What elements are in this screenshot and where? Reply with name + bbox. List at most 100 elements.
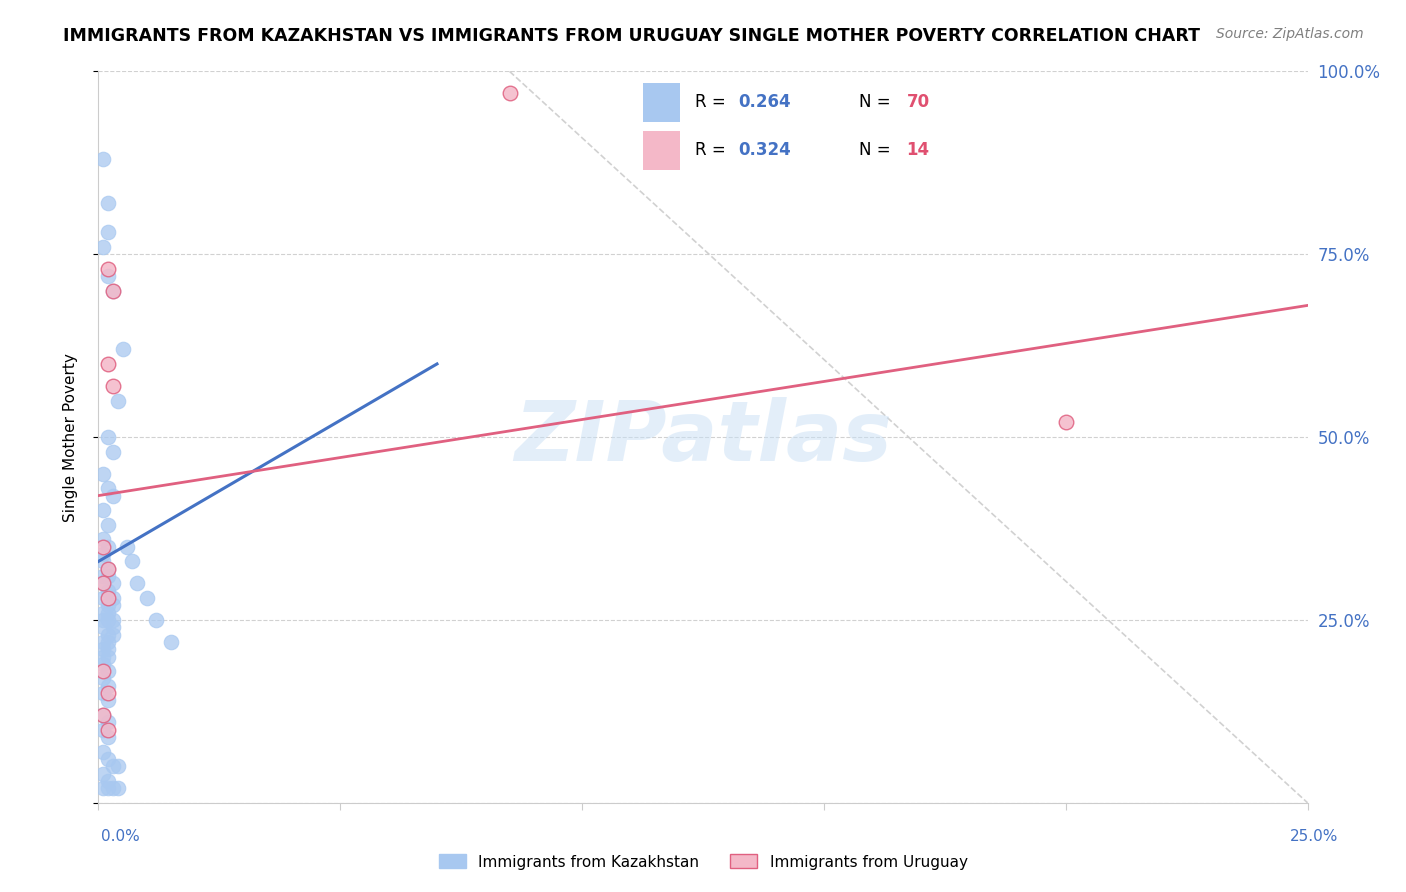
Point — [97, 225, 120, 239]
Point — [97, 562, 120, 576]
Point — [101, 620, 124, 634]
Text: 70: 70 — [907, 94, 929, 112]
Point — [97, 664, 120, 678]
Point — [91, 766, 114, 780]
Point — [91, 606, 114, 620]
Point — [101, 284, 124, 298]
Point — [91, 708, 114, 723]
Point — [111, 343, 134, 357]
Point — [91, 781, 114, 796]
Point — [97, 773, 120, 788]
Point — [97, 723, 120, 737]
Point — [97, 649, 120, 664]
Point — [97, 430, 120, 444]
Point — [97, 583, 120, 598]
Point — [97, 517, 120, 532]
Text: N =: N = — [859, 141, 896, 159]
Point — [101, 781, 124, 796]
Point — [101, 576, 124, 591]
Point — [91, 657, 114, 671]
Point — [91, 642, 114, 657]
Text: ZIPatlas: ZIPatlas — [515, 397, 891, 477]
Point — [498, 87, 520, 101]
FancyBboxPatch shape — [644, 83, 681, 122]
Point — [91, 503, 114, 517]
Point — [97, 642, 120, 657]
Point — [97, 591, 120, 605]
Point — [91, 576, 114, 591]
Point — [91, 620, 114, 634]
Point — [91, 613, 114, 627]
Text: IMMIGRANTS FROM KAZAKHSTAN VS IMMIGRANTS FROM URUGUAY SINGLE MOTHER POVERTY CORR: IMMIGRANTS FROM KAZAKHSTAN VS IMMIGRANTS… — [63, 27, 1201, 45]
Point — [97, 730, 120, 744]
Point — [101, 759, 124, 773]
Point — [97, 562, 120, 576]
Point — [91, 635, 114, 649]
Point — [97, 481, 120, 495]
Text: Source: ZipAtlas.com: Source: ZipAtlas.com — [1216, 27, 1364, 41]
Point — [101, 284, 124, 298]
Text: 0.324: 0.324 — [738, 141, 792, 159]
Point — [91, 240, 114, 254]
Text: R =: R = — [695, 94, 731, 112]
Point — [160, 635, 183, 649]
Point — [101, 627, 124, 641]
Point — [97, 679, 120, 693]
Text: 14: 14 — [907, 141, 929, 159]
Point — [97, 269, 120, 284]
Point — [97, 715, 120, 730]
Point — [91, 745, 114, 759]
Point — [107, 781, 129, 796]
Text: 25.0%: 25.0% — [1291, 830, 1339, 844]
Point — [91, 152, 114, 166]
Point — [91, 664, 114, 678]
Text: 0.0%: 0.0% — [101, 830, 141, 844]
Point — [1054, 416, 1077, 430]
Point — [97, 540, 120, 554]
Point — [91, 649, 114, 664]
Point — [101, 599, 124, 613]
Point — [97, 752, 120, 766]
Point — [91, 533, 114, 547]
Text: 0.264: 0.264 — [738, 94, 792, 112]
Point — [97, 781, 120, 796]
Y-axis label: Single Mother Poverty: Single Mother Poverty — [63, 352, 77, 522]
Point — [121, 554, 143, 568]
Point — [107, 759, 129, 773]
Text: R =: R = — [695, 141, 731, 159]
Point — [97, 693, 120, 707]
Point — [91, 723, 114, 737]
Point — [97, 606, 120, 620]
Point — [135, 591, 157, 605]
Point — [97, 599, 120, 613]
Point — [101, 379, 124, 393]
Point — [91, 540, 114, 554]
Point — [91, 708, 114, 723]
Point — [97, 357, 120, 371]
FancyBboxPatch shape — [644, 131, 681, 170]
Point — [91, 686, 114, 700]
Point — [91, 547, 114, 561]
Point — [101, 613, 124, 627]
Legend: Immigrants from Kazakhstan, Immigrants from Uruguay: Immigrants from Kazakhstan, Immigrants f… — [433, 848, 973, 876]
Point — [97, 627, 120, 641]
Point — [97, 635, 120, 649]
Point — [117, 540, 139, 554]
Point — [91, 591, 114, 605]
Point — [91, 569, 114, 583]
Point — [97, 686, 120, 700]
Point — [91, 554, 114, 568]
Point — [101, 591, 124, 605]
Point — [97, 569, 120, 583]
Point — [91, 672, 114, 686]
Point — [101, 489, 124, 503]
Point — [145, 613, 167, 627]
Text: N =: N = — [859, 94, 896, 112]
Point — [101, 444, 124, 458]
Point — [91, 576, 114, 591]
Point — [107, 393, 129, 408]
Point — [97, 196, 120, 211]
Point — [97, 613, 120, 627]
Point — [127, 576, 149, 591]
Point — [97, 261, 120, 276]
